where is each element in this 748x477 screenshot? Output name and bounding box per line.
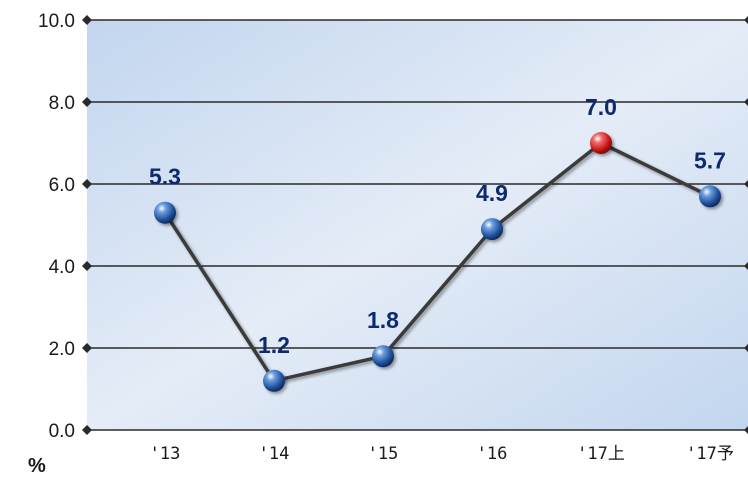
y-tick-label: 6.0	[49, 175, 75, 196]
data-point	[372, 345, 394, 368]
gridline-marker	[744, 426, 748, 434]
data-label: 4.9	[476, 180, 508, 206]
data-label: 5.3	[149, 164, 181, 190]
gridline-marker	[744, 344, 748, 352]
y-tick-label: 8.0	[49, 93, 75, 114]
x-tick-label: '14	[259, 444, 290, 464]
gridline-marker	[744, 98, 748, 106]
gridline-marker	[82, 15, 92, 25]
gridline-marker	[82, 179, 92, 189]
data-label: 1.2	[258, 332, 290, 358]
data-label: 1.8	[367, 307, 399, 333]
x-tick-label: '13	[150, 444, 181, 464]
data-label: 5.7	[694, 147, 726, 173]
x-tick-label: '17上	[577, 444, 625, 464]
x-tick-label: '17予	[686, 444, 734, 464]
data-point	[154, 201, 176, 224]
x-tick-label: '16	[477, 444, 508, 464]
gridline-marker	[744, 16, 748, 24]
data-label: 7.0	[585, 94, 617, 120]
gridline-marker	[82, 97, 92, 107]
gridline-marker	[82, 425, 92, 435]
data-point-highlighted	[590, 132, 612, 154]
data-point	[481, 218, 503, 241]
data-point	[699, 185, 721, 208]
y-tick-label: 0.0	[49, 421, 75, 442]
y-tick-label: 4.0	[49, 257, 75, 278]
y-tick-label: 2.0	[49, 339, 75, 360]
plot-background	[87, 20, 748, 430]
x-tick-label: '15	[368, 444, 399, 464]
y-tick-label: 10.0	[38, 11, 75, 32]
gridline-marker	[744, 180, 748, 188]
y-axis-unit: %	[28, 455, 46, 477]
gridline-marker	[744, 262, 748, 270]
gridline-marker	[82, 343, 92, 353]
gridline-marker	[82, 261, 92, 271]
data-point	[263, 369, 285, 392]
series-line	[163, 141, 711, 383]
